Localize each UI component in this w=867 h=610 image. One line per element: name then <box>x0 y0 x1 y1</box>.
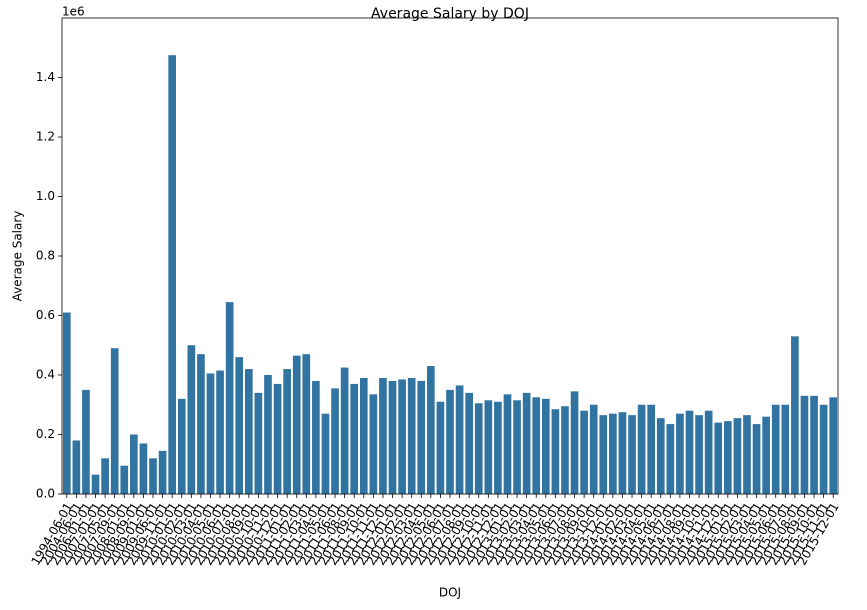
bar <box>340 367 349 494</box>
bar <box>417 380 426 494</box>
bar <box>599 415 608 494</box>
bar <box>216 370 224 494</box>
bar <box>350 383 359 494</box>
y-offset-label: 1e6 <box>62 5 85 19</box>
bar <box>541 398 550 494</box>
bar <box>762 416 770 494</box>
bar <box>733 418 742 494</box>
bar <box>283 369 291 494</box>
bar <box>666 424 675 494</box>
bar <box>321 413 330 494</box>
x-axis-label: DOJ <box>439 586 461 600</box>
bar <box>685 410 694 494</box>
bar <box>139 443 148 494</box>
bar <box>264 375 272 494</box>
bar <box>388 380 397 494</box>
bar <box>704 410 713 494</box>
bar <box>407 377 416 494</box>
bar <box>91 474 100 494</box>
bar <box>436 401 445 494</box>
bar <box>369 394 378 494</box>
bar <box>791 336 799 494</box>
bar <box>244 369 253 494</box>
bar <box>561 406 569 494</box>
bar <box>628 415 636 494</box>
bar <box>254 392 263 494</box>
bar <box>522 392 531 494</box>
bar <box>379 377 387 494</box>
bar <box>427 366 435 494</box>
bar <box>494 401 502 494</box>
bar <box>149 458 157 494</box>
y-axis-label: Average Salary <box>11 211 25 302</box>
y-tick-label: 0.2 <box>36 427 55 441</box>
bar <box>72 440 81 494</box>
bar <box>312 380 320 494</box>
bar <box>570 391 579 494</box>
y-tick-label: 1.0 <box>36 189 55 203</box>
bar <box>800 395 809 494</box>
bar <box>273 383 282 494</box>
y-tick-label: 0.4 <box>36 368 55 382</box>
bar <box>187 345 196 494</box>
bar <box>484 400 493 494</box>
bar <box>197 354 205 494</box>
bar <box>829 397 838 494</box>
bar <box>398 379 406 494</box>
bar <box>206 373 215 494</box>
bar <box>676 413 684 494</box>
bar <box>819 404 828 494</box>
y-tick-label: 0.0 <box>36 487 55 501</box>
bar <box>580 410 588 494</box>
y-tick-label: 1.2 <box>36 130 55 144</box>
y-tick-label: 0.6 <box>36 308 55 322</box>
bar <box>503 394 512 494</box>
chart-title: Average Salary by DOJ <box>371 6 529 22</box>
bar <box>743 415 751 494</box>
bar <box>446 389 454 494</box>
bar <box>101 458 109 494</box>
bar <box>810 395 818 494</box>
bar <box>656 418 665 494</box>
bar <box>235 357 244 494</box>
bar <box>62 312 71 494</box>
bar <box>474 403 483 494</box>
bar <box>455 385 464 494</box>
bar <box>752 424 761 494</box>
bar <box>302 354 311 494</box>
bar <box>714 422 723 494</box>
bar <box>647 404 656 494</box>
bar <box>609 413 617 494</box>
bar <box>359 377 368 494</box>
bar <box>120 465 129 494</box>
bar <box>618 412 627 494</box>
bar <box>695 415 703 494</box>
bar <box>551 409 560 494</box>
bar <box>532 397 541 494</box>
bar <box>465 392 473 494</box>
bar <box>771 404 780 494</box>
bar <box>225 302 234 494</box>
bar <box>637 404 646 494</box>
plot-frame <box>61 17 839 495</box>
bar <box>513 400 521 494</box>
y-tick-label: 1.4 <box>36 70 55 84</box>
bar <box>158 450 167 494</box>
bar <box>781 404 790 494</box>
bar <box>589 404 598 494</box>
bar <box>292 355 301 494</box>
bar <box>331 388 339 494</box>
y-tick-label: 0.8 <box>36 249 55 263</box>
bar <box>130 434 138 494</box>
bar <box>723 421 732 494</box>
bar <box>168 55 177 494</box>
bar <box>82 389 90 494</box>
bar <box>177 398 186 494</box>
bar <box>110 348 119 494</box>
